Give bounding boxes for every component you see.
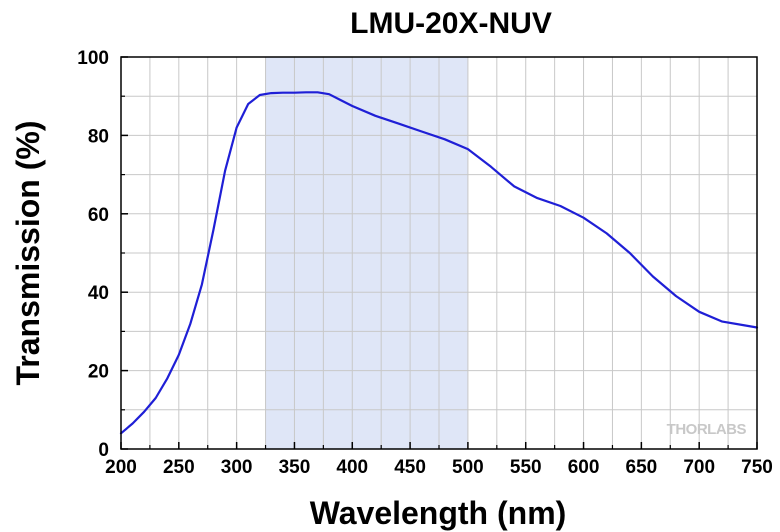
x-axis-title: Wavelength (nm): [310, 495, 567, 531]
x-tick-label: 500: [452, 457, 484, 478]
y-tick-label: 40: [88, 283, 109, 304]
x-tick-label: 750: [741, 457, 773, 478]
x-tick-label: 300: [221, 457, 253, 478]
x-tick-label: 450: [394, 457, 426, 478]
transmission-series-line: [119, 91, 759, 435]
x-tick-label: 250: [163, 457, 195, 478]
y-tick-label: 100: [77, 48, 109, 69]
x-tick-label: 350: [279, 457, 311, 478]
x-tick-label: 700: [683, 457, 715, 478]
y-tick-label: 20: [88, 362, 109, 383]
y-tick-label: 60: [88, 205, 109, 226]
x-tick-label: 400: [336, 457, 368, 478]
plot-area: 200 250 300 350 400 450 500 550 600 650 700 750 0 20 4…: [77, 48, 773, 478]
x-tick-label: 650: [626, 457, 658, 478]
x-tick-label: 200: [105, 457, 137, 478]
x-tick-label: 600: [568, 457, 600, 478]
thorlabs-watermark: THORLABS: [667, 421, 747, 438]
x-tick-label: 550: [510, 457, 542, 478]
chart-title: LMU-20X-NUV: [350, 7, 552, 40]
y-axis-title: Transmission (%): [10, 121, 46, 386]
y-tick-label: 80: [88, 126, 109, 147]
y-tick-label: 0: [98, 440, 109, 461]
